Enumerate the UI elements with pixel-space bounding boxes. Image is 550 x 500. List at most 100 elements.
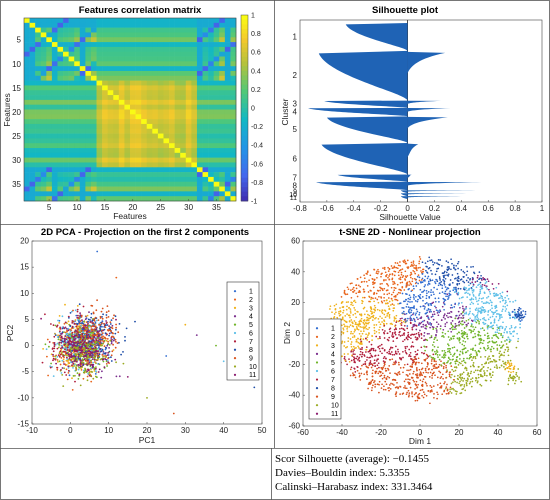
- heatmap-cell: [202, 27, 209, 33]
- heatmap-cell: [191, 109, 198, 115]
- heatmap-cell: [163, 70, 170, 77]
- tsne-point: [437, 366, 440, 369]
- tsne-point: [387, 367, 389, 370]
- heatmap-cell: [74, 143, 81, 149]
- pca-legend-label: 2: [249, 297, 253, 304]
- heatmap-cell: [196, 85, 203, 91]
- tsne-point: [439, 382, 442, 385]
- heatmap-cell: [135, 66, 142, 72]
- tsne-point: [356, 355, 359, 358]
- heatmap-cell: [219, 109, 226, 115]
- heatmap-cell: [102, 51, 108, 57]
- pca-point: [74, 309, 77, 312]
- heatmap-cell: [57, 128, 64, 134]
- tsne-point: [380, 374, 383, 377]
- heatmap-cell: [68, 186, 75, 192]
- heatmap-cell: [79, 27, 86, 33]
- colorbar-segment: [241, 75, 248, 81]
- heatmap-cell: [51, 70, 58, 77]
- tsne-point: [380, 343, 383, 346]
- pca-point: [79, 384, 82, 387]
- tsne-point: [439, 283, 442, 286]
- heatmap-cell: [79, 143, 86, 149]
- heatmap-panel: Features correlation matrix 5 10 15 20 25 30 3…: [2, 5, 263, 221]
- heatmap-cell: [130, 162, 136, 168]
- tsne-point: [419, 329, 421, 332]
- tsne-point: [480, 277, 483, 280]
- heatmap-cell: [224, 138, 231, 144]
- tsne-point: [351, 325, 354, 327]
- pca-point: [50, 323, 52, 325]
- tsne-point: [414, 399, 417, 402]
- tsne-point: [421, 277, 424, 280]
- heatmap-cell: [51, 196, 58, 202]
- pca-point: [85, 352, 88, 354]
- pca-point: [110, 354, 113, 357]
- tsne-title: t-SNE 2D - Nonlinear projection: [339, 227, 481, 238]
- heatmap-cell: [180, 27, 187, 33]
- pca-point: [112, 317, 114, 320]
- heatmap-cell: [35, 27, 42, 33]
- tsne-point: [437, 284, 440, 287]
- pca-point: [82, 320, 84, 323]
- heatmap-cell: [118, 90, 125, 96]
- heatmap-cell: [90, 56, 97, 62]
- tsne-point: [376, 270, 378, 273]
- heatmap-cell: [46, 114, 53, 120]
- pca-legend-marker: [233, 306, 237, 310]
- heatmap-cell: [219, 128, 226, 134]
- colorbar-tick-label: 0.4: [251, 68, 261, 75]
- tsne-point: [387, 369, 390, 371]
- tsne-point: [329, 305, 332, 308]
- heatmap-cell: [185, 90, 192, 96]
- tsne-point: [510, 324, 513, 327]
- heatmap-cell: [51, 148, 58, 154]
- heatmap-cell: [230, 80, 237, 86]
- heatmap-cell: [230, 90, 237, 96]
- heatmap-cell: [174, 56, 181, 62]
- tsne-point: [398, 371, 401, 373]
- tsne-point: [407, 297, 410, 300]
- heatmap-cell: [57, 138, 64, 144]
- heatmap-cell: [102, 148, 108, 154]
- heatmap-cell: [113, 75, 120, 81]
- tsne-point: [335, 311, 337, 314]
- heatmap-cell: [219, 196, 226, 202]
- heatmap-cell: [141, 143, 148, 149]
- tsne-point: [418, 311, 421, 314]
- heatmap-cell: [102, 99, 108, 105]
- heatmap-cell: [113, 22, 120, 28]
- heatmap-cell: [46, 109, 53, 115]
- pca-point: [71, 327, 74, 329]
- pca-point: [68, 332, 71, 335]
- tsne-point: [368, 321, 370, 324]
- pca-point: [107, 357, 109, 360]
- tsne-point: [374, 365, 376, 368]
- tsne-point: [379, 289, 381, 292]
- pca-point: [94, 328, 97, 331]
- heatmap-cell: [24, 196, 30, 202]
- heatmap-cell: [185, 42, 192, 48]
- heatmap-cell: [224, 75, 231, 81]
- tsne-point: [368, 364, 371, 366]
- heatmap-cell: [169, 22, 175, 28]
- tsne-point: [498, 356, 501, 358]
- heatmap-cell: [118, 119, 125, 125]
- pca-legend-label: 9: [249, 355, 253, 362]
- tsne-point: [409, 321, 412, 324]
- heatmap-cell: [35, 123, 42, 130]
- heatmap-cell: [102, 152, 108, 158]
- x-tick-label: 30: [181, 426, 190, 435]
- heatmap-cell: [57, 167, 64, 173]
- tsne-point: [463, 384, 466, 386]
- heatmap-cell: [180, 61, 187, 67]
- heatmap-cell: [230, 51, 237, 57]
- heatmap-cell: [191, 85, 198, 91]
- tsne-point: [437, 323, 440, 326]
- tsne-point: [452, 355, 454, 357]
- heatmap-cell: [113, 99, 120, 105]
- tsne-point: [465, 279, 468, 282]
- heatmap-cell: [51, 143, 58, 149]
- heatmap-cell: [68, 32, 75, 38]
- silhouette-x-tick-label: -0.4: [347, 204, 361, 213]
